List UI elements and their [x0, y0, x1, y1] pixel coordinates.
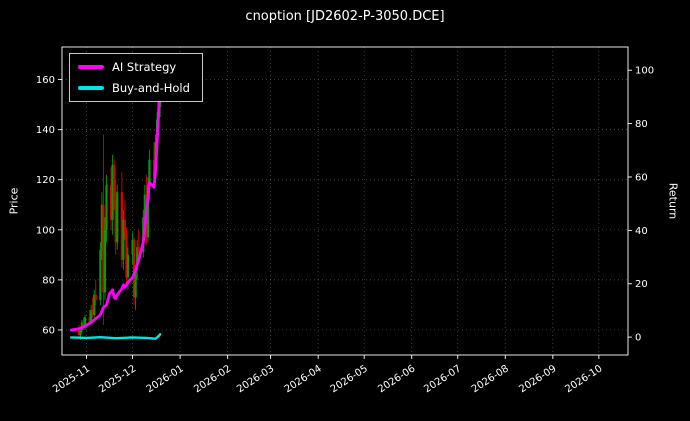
- legend-label-ai-strategy: AI Strategy: [112, 60, 177, 74]
- candle-body: [126, 254, 130, 278]
- legend-label-buy-and-hold: Buy-and-Hold: [112, 81, 190, 95]
- candle-body: [111, 164, 114, 220]
- candle-body: [137, 247, 140, 253]
- x-tick-label: 2026-01: [145, 363, 186, 395]
- candle-body: [152, 159, 156, 178]
- legend-item-ai-strategy: AI Strategy: [78, 60, 190, 74]
- candle-body: [120, 192, 123, 260]
- y-tick-label-right: 20: [635, 279, 648, 290]
- x-tick-label: 2026-09: [517, 363, 558, 395]
- candle-body: [82, 322, 85, 328]
- candle-body: [109, 184, 113, 220]
- x-tick-label: 2026-07: [422, 363, 463, 395]
- candle-body: [103, 229, 107, 293]
- candle-body: [122, 219, 125, 260]
- y-tick-label-left: 160: [36, 75, 55, 86]
- candle-body: [134, 269, 137, 298]
- candle-body: [94, 294, 97, 300]
- y-tick-label-left: 120: [36, 175, 55, 186]
- candle-body: [132, 239, 136, 298]
- y-tick-label-right: 80: [635, 119, 648, 130]
- candle-body: [88, 317, 91, 323]
- y-tick-label-left: 140: [36, 125, 55, 136]
- candle-body: [83, 317, 87, 328]
- y-tick-label-left: 80: [42, 275, 55, 286]
- buy-and-hold-line-swatch: [78, 86, 104, 90]
- y-tick-label-right: 0: [635, 333, 641, 344]
- candle-body: [114, 199, 117, 243]
- y-tick-label-right: 60: [635, 172, 648, 183]
- chart-title: cnoption [JD2602-P-3050.DCE]: [245, 9, 445, 24]
- candle-body: [113, 164, 116, 200]
- candle-body: [100, 204, 103, 250]
- x-tick-label: 2026-08: [470, 363, 511, 395]
- candle-body: [91, 309, 94, 315]
- y-tick-label-right: 40: [635, 226, 648, 237]
- candle-body: [102, 204, 105, 293]
- y-tick-label-right: 100: [635, 66, 654, 77]
- x-tick-label: 2025-12: [97, 363, 138, 395]
- ai-strategy-line-swatch: [78, 65, 104, 69]
- x-tick-label: 2026-10: [563, 363, 604, 395]
- candle-body: [77, 329, 80, 335]
- candle-body: [125, 232, 128, 278]
- candle-body: [79, 329, 82, 335]
- candle-body: [99, 249, 102, 300]
- candle-body: [105, 184, 108, 230]
- candle-body: [90, 309, 93, 323]
- plot-border: [61, 46, 629, 356]
- candle-body: [131, 239, 134, 255]
- x-tick-label: 2026-05: [329, 363, 370, 395]
- x-tick-label: 2025-11: [51, 363, 92, 395]
- candle-body: [146, 184, 149, 238]
- y-tick-label-left: 60: [42, 325, 55, 336]
- candle-body: [148, 159, 151, 185]
- series-line-ai-strategy: [69, 73, 162, 332]
- x-tick-label: 2026-06: [376, 363, 417, 395]
- legend-item-buy-and-hold: Buy-and-Hold: [78, 81, 190, 95]
- x-tick-label: 2026-03: [235, 363, 276, 395]
- candle-body: [143, 194, 146, 218]
- legend: AI Strategy Buy-and-Hold: [69, 53, 203, 102]
- y-tick-label-left: 100: [36, 225, 55, 236]
- x-tick-label: 2026-02: [192, 363, 233, 395]
- candle-body: [93, 294, 96, 315]
- series-line-buy-and-hold: [70, 333, 162, 340]
- x-tick-label: 2026-04: [283, 363, 324, 395]
- candle-body: [116, 192, 119, 243]
- candle-body: [136, 247, 139, 270]
- candle-body: [123, 219, 126, 233]
